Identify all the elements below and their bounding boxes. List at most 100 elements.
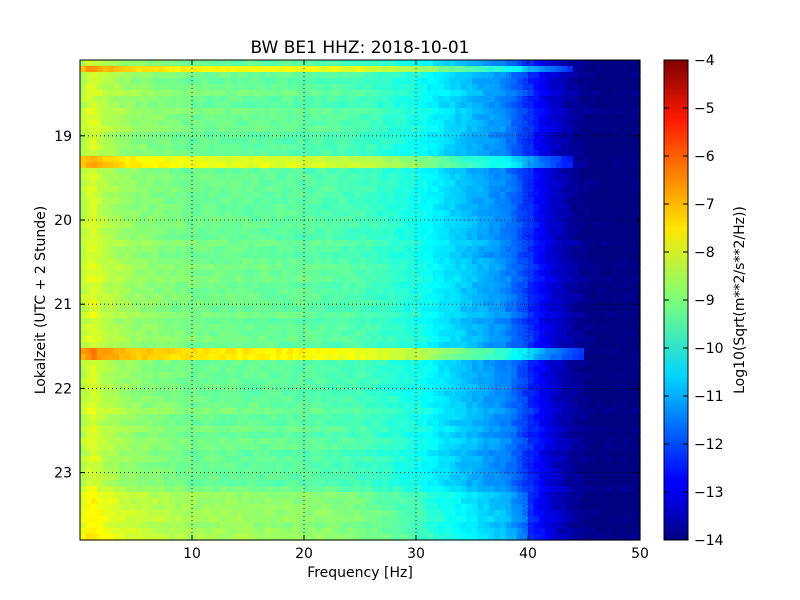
heatmap-cell	[511, 294, 518, 301]
heatmap-cell	[511, 216, 518, 223]
heatmap-cell	[175, 120, 182, 127]
heatmap-cell	[253, 330, 260, 337]
heatmap-cell	[500, 84, 507, 91]
heatmap-cell	[315, 288, 322, 295]
heatmap-cell	[141, 318, 148, 325]
heatmap-cell	[382, 90, 389, 97]
heatmap-cell	[410, 348, 417, 355]
heatmap-cell	[399, 96, 406, 103]
heatmap-cell	[80, 282, 87, 289]
heatmap-cell	[96, 78, 103, 85]
heatmap-cell	[544, 288, 551, 295]
heatmap-cell	[399, 60, 406, 67]
heatmap-cell	[304, 246, 311, 253]
heatmap-cell	[533, 252, 540, 259]
heatmap-cell	[455, 162, 462, 169]
heatmap-cell	[528, 240, 535, 247]
heatmap-cell	[584, 60, 591, 67]
heatmap-cell	[309, 294, 316, 301]
heatmap-cell	[85, 336, 92, 343]
heatmap-cell	[326, 102, 333, 109]
heatmap-cell	[572, 126, 579, 133]
heatmap-cell	[382, 264, 389, 271]
heatmap-cell	[533, 156, 540, 163]
heatmap-cell	[438, 60, 445, 67]
heatmap-cell	[281, 126, 288, 133]
heatmap-cell	[354, 90, 361, 97]
heatmap-cell	[589, 276, 596, 283]
heatmap-cell	[136, 348, 143, 355]
heatmap-cell	[343, 252, 350, 259]
heatmap-cell	[236, 72, 243, 79]
heatmap-cell	[186, 270, 193, 277]
heatmap-cell	[225, 114, 232, 121]
heatmap-cell	[119, 96, 126, 103]
heatmap-cell	[113, 198, 120, 205]
heatmap-cell	[572, 114, 579, 121]
heatmap-cell	[236, 234, 243, 241]
heatmap-cell	[320, 120, 327, 127]
heatmap-cell	[80, 270, 87, 277]
heatmap-cell	[634, 78, 641, 85]
heatmap-cell	[455, 330, 462, 337]
heatmap-cell	[578, 318, 585, 325]
heatmap-cell	[203, 354, 210, 361]
heatmap-cell	[348, 210, 355, 217]
heatmap-cell	[197, 348, 204, 355]
heatmap-cell	[589, 132, 596, 139]
heatmap-cell	[416, 348, 423, 355]
heatmap-cell	[472, 132, 479, 139]
heatmap-cell	[276, 126, 283, 133]
heatmap-cell	[360, 234, 367, 241]
heatmap-cell	[455, 186, 462, 193]
heatmap-cell	[197, 60, 204, 67]
heatmap-cell	[416, 264, 423, 271]
heatmap-cell	[449, 276, 456, 283]
heatmap-cell	[348, 180, 355, 187]
heatmap-cell	[186, 132, 193, 139]
heatmap-cell	[567, 288, 574, 295]
heatmap-cell	[360, 348, 367, 355]
heatmap-cell	[348, 66, 355, 73]
heatmap-cell	[343, 174, 350, 181]
heatmap-cell	[169, 156, 176, 163]
heatmap-cell	[365, 90, 372, 97]
heatmap-cell	[623, 60, 630, 67]
heatmap-cell	[376, 60, 383, 67]
heatmap-cell	[169, 216, 176, 223]
heatmap-cell	[208, 120, 215, 127]
heatmap-cell	[466, 144, 473, 151]
heatmap-cell	[382, 252, 389, 259]
heatmap-cell	[628, 162, 635, 169]
heatmap-cell	[606, 330, 613, 337]
heatmap-cell	[371, 174, 378, 181]
heatmap-cell	[533, 180, 540, 187]
heatmap-cell	[634, 84, 641, 91]
heatmap-cell	[399, 168, 406, 175]
heatmap-cell	[410, 234, 417, 241]
heatmap-cell	[236, 192, 243, 199]
heatmap-cell	[248, 126, 255, 133]
heatmap-cell	[595, 210, 602, 217]
heatmap-cell	[304, 120, 311, 127]
heatmap-cell	[169, 318, 176, 325]
heatmap-cell	[612, 282, 619, 289]
heatmap-cell	[141, 300, 148, 307]
heatmap-cell	[326, 72, 333, 79]
heatmap-cell	[186, 234, 193, 241]
heatmap-cell	[376, 180, 383, 187]
heatmap-cell	[556, 336, 563, 343]
heatmap-cell	[253, 78, 260, 85]
heatmap-cell	[214, 294, 221, 301]
heatmap-cell	[382, 306, 389, 313]
heatmap-cell	[371, 132, 378, 139]
heatmap-cell	[561, 192, 568, 199]
heatmap-cell	[124, 162, 131, 169]
heatmap-cell	[617, 348, 624, 355]
heatmap-cell	[382, 330, 389, 337]
heatmap-cell	[292, 156, 299, 163]
heatmap-cell	[578, 312, 585, 319]
heatmap-cell	[606, 270, 613, 277]
heatmap-cell	[136, 60, 143, 67]
heatmap-cell	[309, 330, 316, 337]
